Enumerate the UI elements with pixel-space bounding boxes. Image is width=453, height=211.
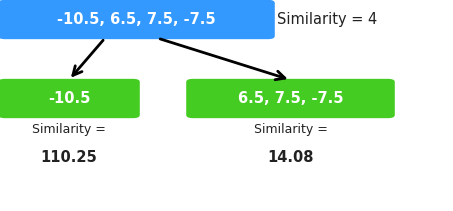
FancyBboxPatch shape <box>0 79 140 118</box>
Text: 14.08: 14.08 <box>267 150 314 165</box>
Text: Similarity =: Similarity = <box>254 123 328 136</box>
Text: -10.5, 6.5, 7.5, -7.5: -10.5, 6.5, 7.5, -7.5 <box>57 12 216 27</box>
FancyBboxPatch shape <box>0 0 275 39</box>
Text: 110.25: 110.25 <box>41 150 97 165</box>
Text: 6.5, 7.5, -7.5: 6.5, 7.5, -7.5 <box>238 91 343 106</box>
FancyBboxPatch shape <box>186 79 395 118</box>
Text: Similarity =: Similarity = <box>32 123 106 136</box>
Text: -10.5: -10.5 <box>48 91 90 106</box>
Text: Similarity = 4: Similarity = 4 <box>277 12 377 27</box>
